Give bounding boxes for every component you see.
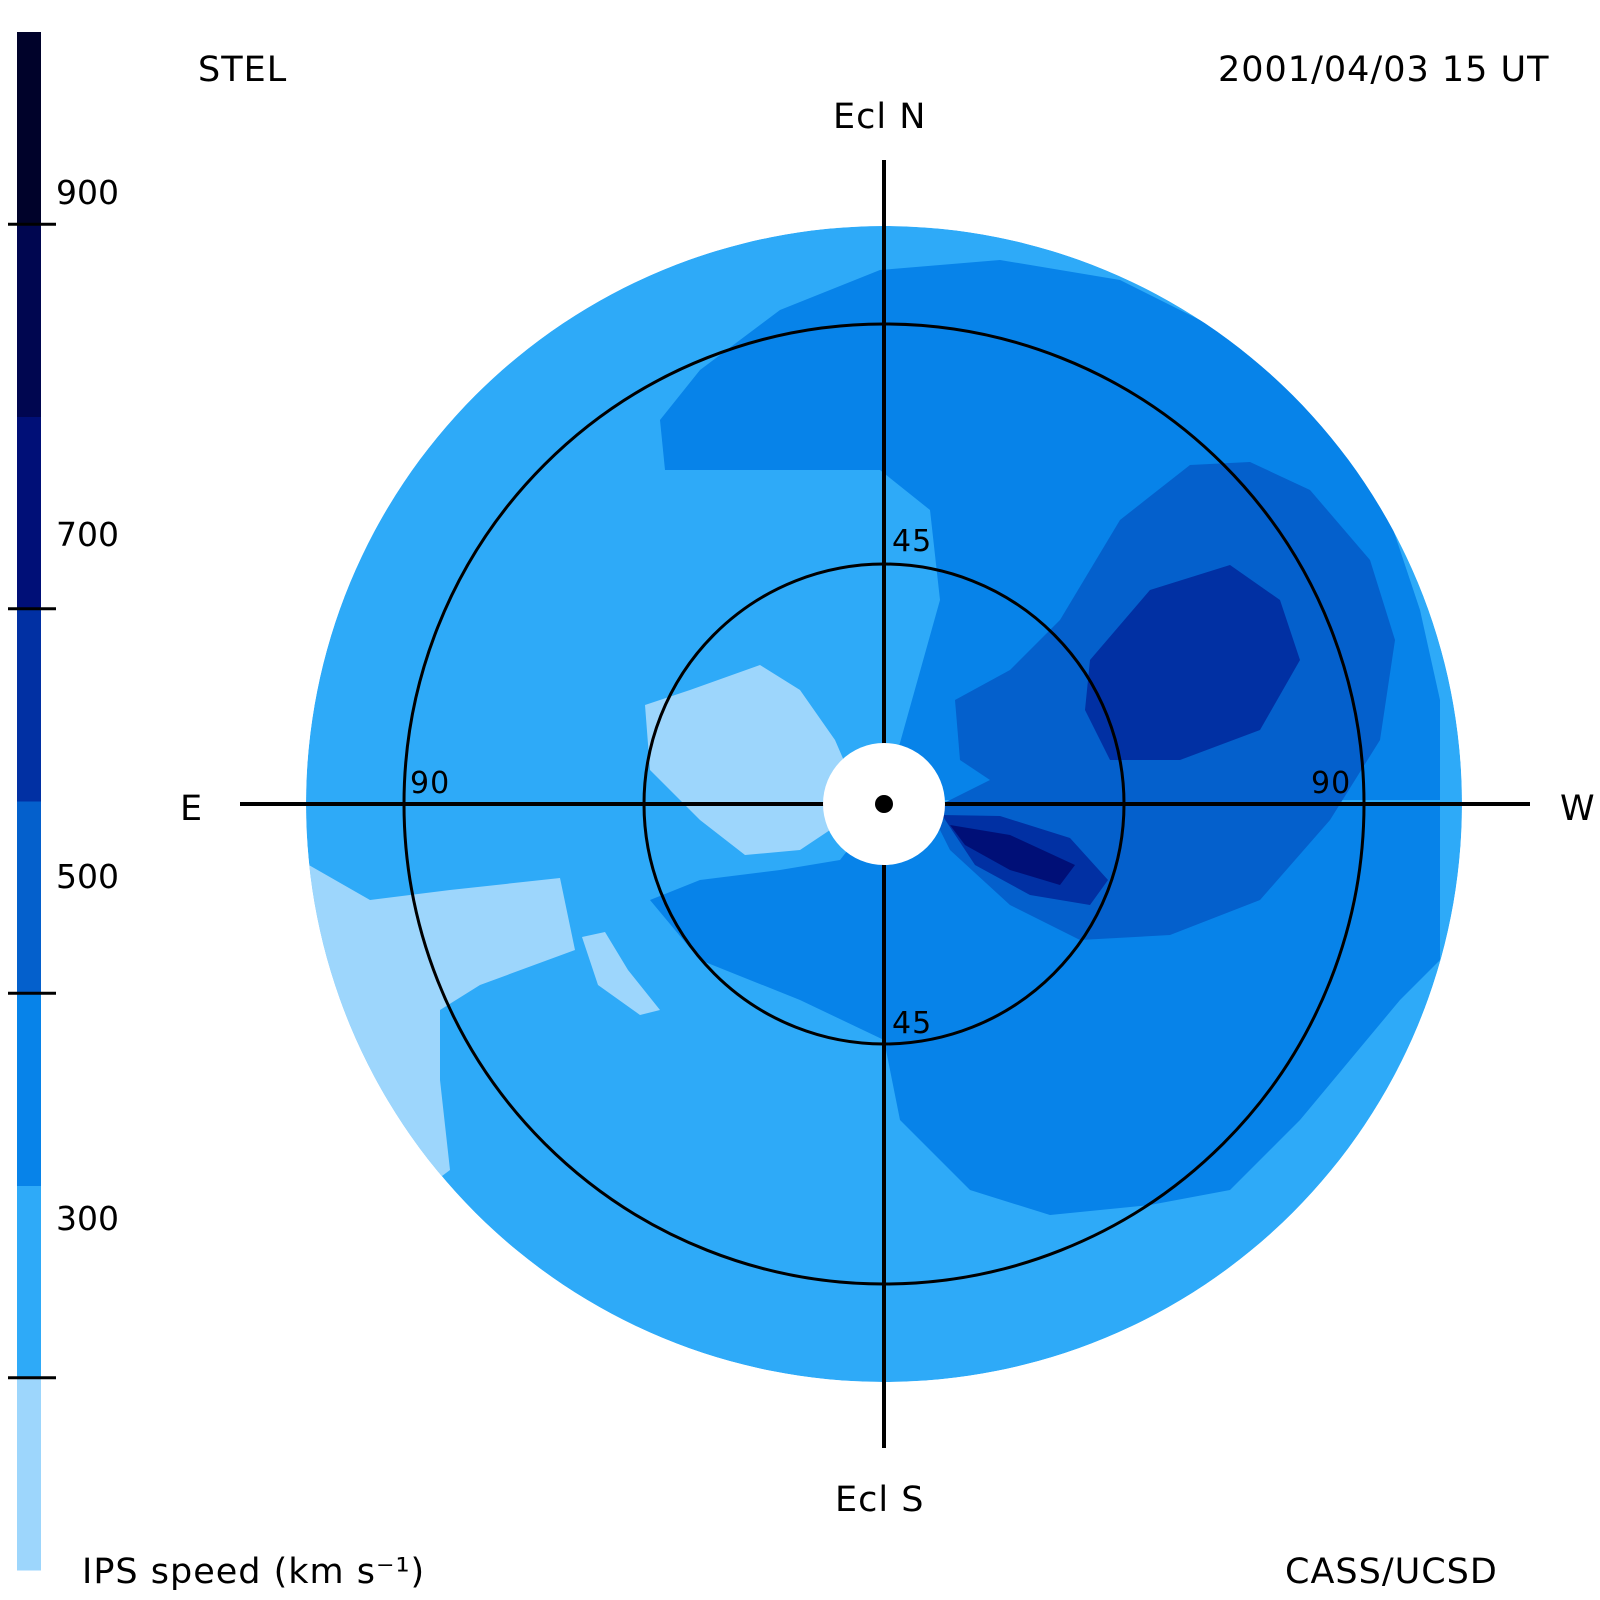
colorbar-band [17,32,41,225]
credit-label: CASS/UCSD [1285,1552,1498,1592]
colorbar-band [17,224,41,417]
colorbar-band [17,801,41,994]
speed-region-750 [950,825,1075,885]
sun-center-dot [875,795,893,813]
colorbar-title: IPS speed (km s⁻¹) [82,1552,426,1592]
colorbar [8,32,56,1571]
colorbar-tick-label: 300 [56,1199,119,1238]
colorbar-tick-label: 900 [56,173,119,212]
colorbar-band [17,1377,41,1571]
colorbar-tick-label: 700 [56,515,119,554]
colorbar-band [17,993,41,1186]
colorbar-band [17,1185,41,1379]
colorbar-band [17,608,41,802]
speed-region-250-island [582,932,660,1015]
timestamp-label: 2001/04/03 15 UT [1218,50,1550,90]
direction-west-label: W [1560,789,1596,829]
ring-label-45-north: 45 [892,524,933,559]
speed-region-250-center [645,665,848,855]
speed-region-650 [1085,565,1300,760]
ring-label-45-south: 45 [892,1006,933,1041]
direction-east-label: E [180,789,204,829]
station-label: STEL [198,50,288,90]
colorbar-tick-label: 500 [56,857,119,896]
direction-south-label: Ecl S [835,1480,925,1520]
ring-label-90-east: 90 [410,766,451,801]
colorbar-band [17,416,41,610]
direction-north-label: Ecl N [833,97,927,137]
ring-label-90-west: 90 [1311,766,1352,801]
